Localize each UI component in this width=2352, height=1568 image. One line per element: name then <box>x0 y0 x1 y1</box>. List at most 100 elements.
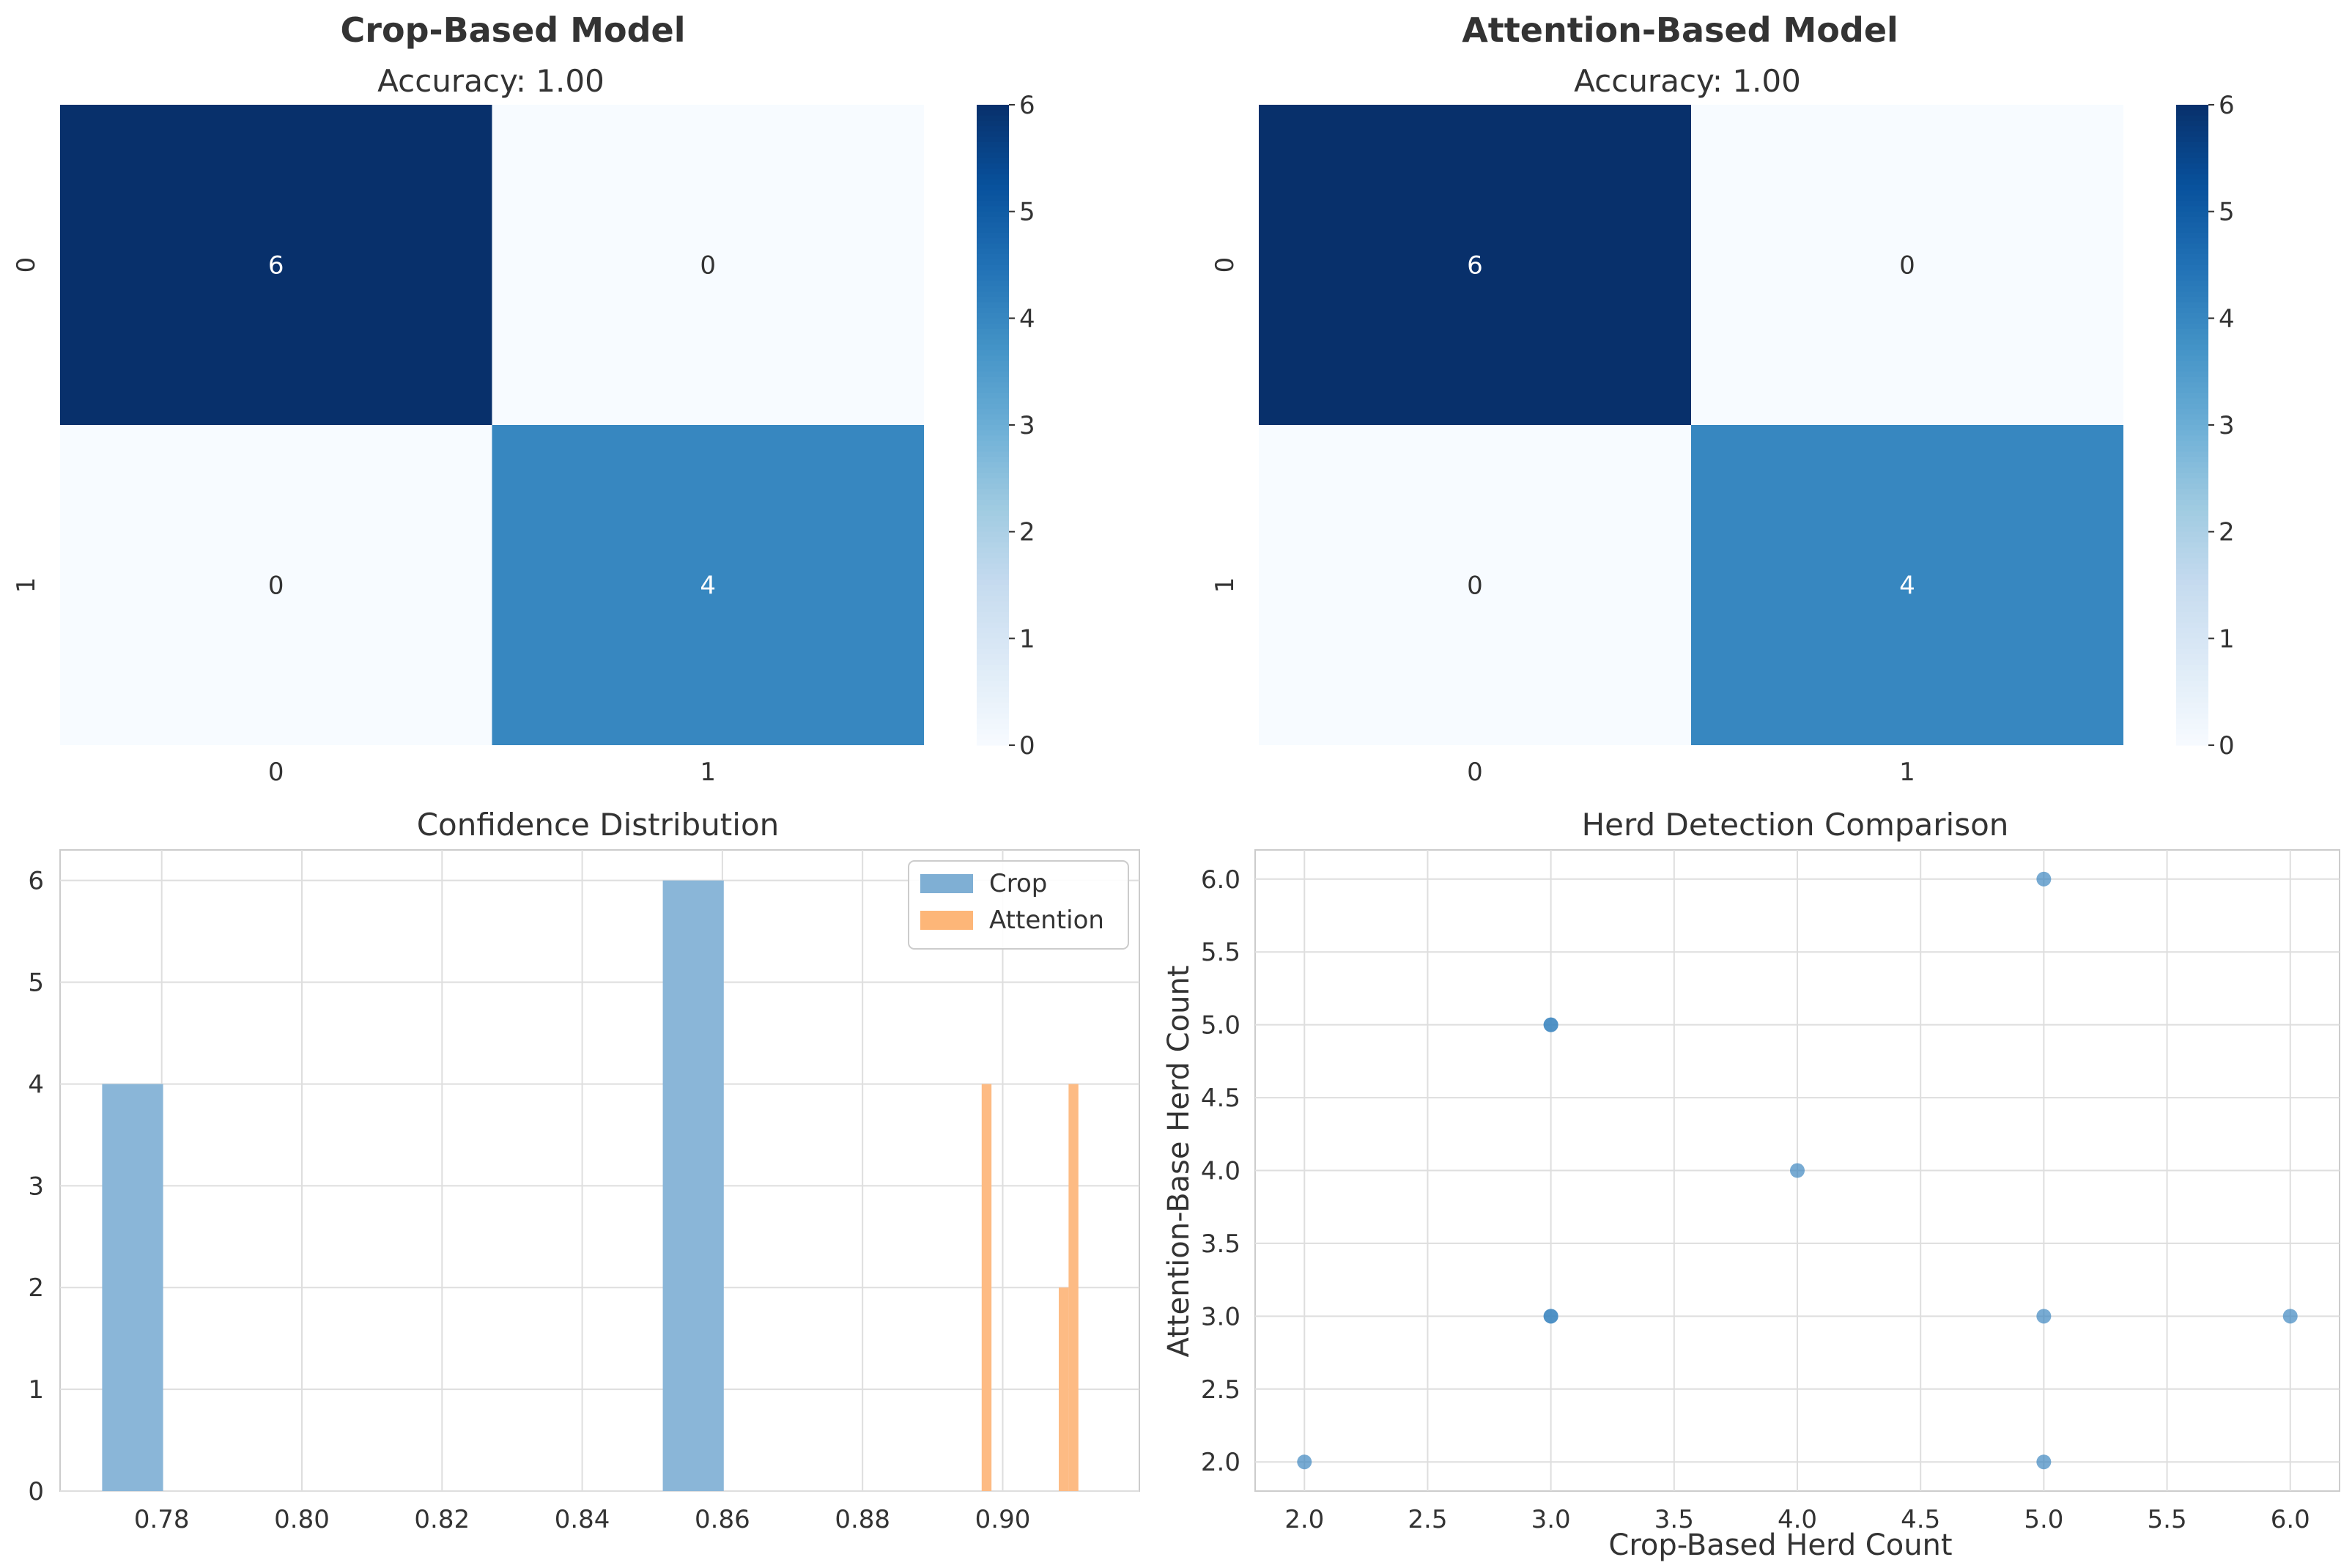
scatter-y-tick-label: 4.0 <box>1201 1157 1240 1186</box>
attention-heatmap-cell <box>1259 425 1691 745</box>
attention-colorbar-strip <box>2176 169 2208 175</box>
attention-colorbar-strip <box>2176 174 2208 180</box>
crop-colorbar-tick-label: 1 <box>1019 624 1035 654</box>
crop-heatmap-cell-label: 0 <box>700 251 716 281</box>
attention-colorbar-strip <box>2176 665 2208 671</box>
attention-colorbar-strip <box>2176 158 2208 164</box>
scatter-title: Herd Detection Comparison <box>1582 807 2009 843</box>
crop-colorbar-strip <box>977 681 1009 687</box>
crop-colorbar-strip <box>977 339 1009 346</box>
attention-heatmap-cell-label: 6 <box>1467 251 1483 281</box>
herd-scatter-panel: Herd Detection Comparison Crop-Based Her… <box>1162 807 2340 1562</box>
crop-colorbar-strip <box>977 147 1009 154</box>
crop-heatmap-row-tick: 1 <box>12 577 41 593</box>
histogram-x-tick-label: 0.78 <box>134 1505 190 1534</box>
attention-colorbar-strip <box>2176 547 2208 554</box>
crop-colorbar-strip <box>977 158 1009 164</box>
attention-colorbar-strip <box>2176 590 2208 596</box>
attention-colorbar-strip <box>2176 141 2208 148</box>
attention-heatmap-cell-label: 0 <box>1467 572 1483 601</box>
histogram-y-tick-label: 3 <box>28 1172 44 1201</box>
attention-colorbar-strip <box>2176 248 2208 255</box>
crop-colorbar-strip <box>977 601 1009 607</box>
crop-colorbar-strip <box>977 654 1009 661</box>
crop-colorbar-strip <box>977 371 1009 378</box>
attention-heatmap-cell-label: 0 <box>1899 251 1915 281</box>
attention-colorbar-strip <box>2176 510 2208 517</box>
attention-colorbar-strip <box>2176 440 2208 447</box>
crop-colorbar-strip <box>977 393 1009 399</box>
attention-colorbar-tick-label: 4 <box>2219 304 2235 333</box>
crop-heatmap-col-tick: 0 <box>268 758 284 787</box>
crop-colorbar-strip <box>977 606 1009 613</box>
scatter-ylabel: Attention-Base Herd Count <box>1162 965 1196 1357</box>
attention-colorbar-strip <box>2176 713 2208 720</box>
attention-colorbar-strip <box>2176 552 2208 559</box>
confidence-histogram-panel: Confidence Distribution 0.78 0.80 0.82 0.84… <box>28 807 1140 1534</box>
histogram-bar-crop <box>102 1084 163 1491</box>
attention-heatmap-col-tick: 0 <box>1467 758 1483 787</box>
attention-heatmap-cell-label: 4 <box>1899 572 1915 601</box>
attention-colorbar-strip <box>2176 563 2208 570</box>
scatter-xlabel: Crop-Based Herd Count <box>1608 1528 1952 1562</box>
crop-colorbar-strip <box>977 286 1009 292</box>
scatter-point <box>2036 1454 2052 1470</box>
histogram-bar-attention <box>981 1084 992 1491</box>
attention-colorbar-tick-label: 0 <box>2219 731 2235 761</box>
attention-colorbar-strip <box>2176 526 2208 533</box>
crop-colorbar-strip <box>977 243 1009 250</box>
attention-colorbar-strip <box>2176 185 2208 191</box>
attention-colorbar-strip <box>2176 232 2208 239</box>
crop-colorbar-strip <box>977 419 1009 426</box>
crop-colorbar-strip <box>977 440 1009 447</box>
attention-colorbar-strip <box>2176 596 2208 602</box>
scatter-x-tick-label: 5.5 <box>2148 1505 2187 1534</box>
attention-colorbar-strip <box>2176 382 2208 388</box>
crop-colorbar-strip <box>977 648 1009 655</box>
attention-colorbar-strip <box>2176 105 2208 111</box>
histogram-x-tick-label: 0.84 <box>555 1505 610 1534</box>
attention-heatmap-cell <box>1691 425 2123 745</box>
attention-colorbar-strip <box>2176 297 2208 303</box>
crop-colorbar-strip <box>977 382 1009 388</box>
attention-colorbar-strip <box>2176 456 2208 463</box>
attention-colorbar-strip <box>2176 659 2208 666</box>
attention-colorbar-strip <box>2176 734 2208 741</box>
histogram-y-tick-label: 4 <box>28 1070 44 1099</box>
scatter-y-tick-label: 4.5 <box>1201 1084 1240 1113</box>
attention-heatmap-row-tick: 0 <box>1210 257 1240 273</box>
histogram-legend-swatch-attention <box>920 911 973 930</box>
attention-heatmap-cell <box>1691 105 2123 425</box>
crop-colorbar-strip <box>977 366 1009 372</box>
attention-colorbar-strip <box>2176 574 2208 580</box>
crop-colorbar-strip <box>977 473 1009 479</box>
attention-colorbar-strip <box>2176 339 2208 346</box>
crop-heatmap-subtitle: Accuracy: 1.00 <box>377 63 604 99</box>
crop-heatmap-col-tick: 1 <box>700 758 716 787</box>
crop-colorbar-strip <box>977 670 1009 676</box>
attention-colorbar-strip <box>2176 115 2208 122</box>
crop-colorbar-strip <box>977 355 1009 362</box>
crop-colorbar-strip <box>977 141 1009 148</box>
crop-colorbar-strip <box>977 580 1009 586</box>
crop-heatmap-cell-label: 4 <box>700 572 716 601</box>
scatter-x-tick-label: 4.0 <box>1778 1505 1817 1534</box>
crop-colorbar-strip <box>977 611 1009 618</box>
histogram-x-tick-label: 0.90 <box>975 1505 1031 1534</box>
attention-colorbar-strip <box>2176 473 2208 479</box>
crop-colorbar-strip <box>977 281 1009 287</box>
crop-colorbar-strip <box>977 115 1009 122</box>
attention-colorbar-strip <box>2176 606 2208 613</box>
crop-colorbar-strip <box>977 206 1009 212</box>
crop-colorbar-strip <box>977 574 1009 580</box>
attention-colorbar-strip <box>2176 350 2208 356</box>
crop-colorbar-strip <box>977 462 1009 468</box>
scatter-y-tick-label: 5.5 <box>1201 938 1240 967</box>
attention-colorbar-strip <box>2176 617 2208 624</box>
crop-colorbar-strip <box>977 627 1009 634</box>
crop-colorbar-strip <box>977 638 1009 645</box>
scatter-y-tick-label: 3.0 <box>1201 1302 1240 1331</box>
attention-colorbar-strip <box>2176 435 2208 442</box>
crop-colorbar-strip <box>977 254 1009 260</box>
attention-colorbar-strip <box>2176 281 2208 287</box>
